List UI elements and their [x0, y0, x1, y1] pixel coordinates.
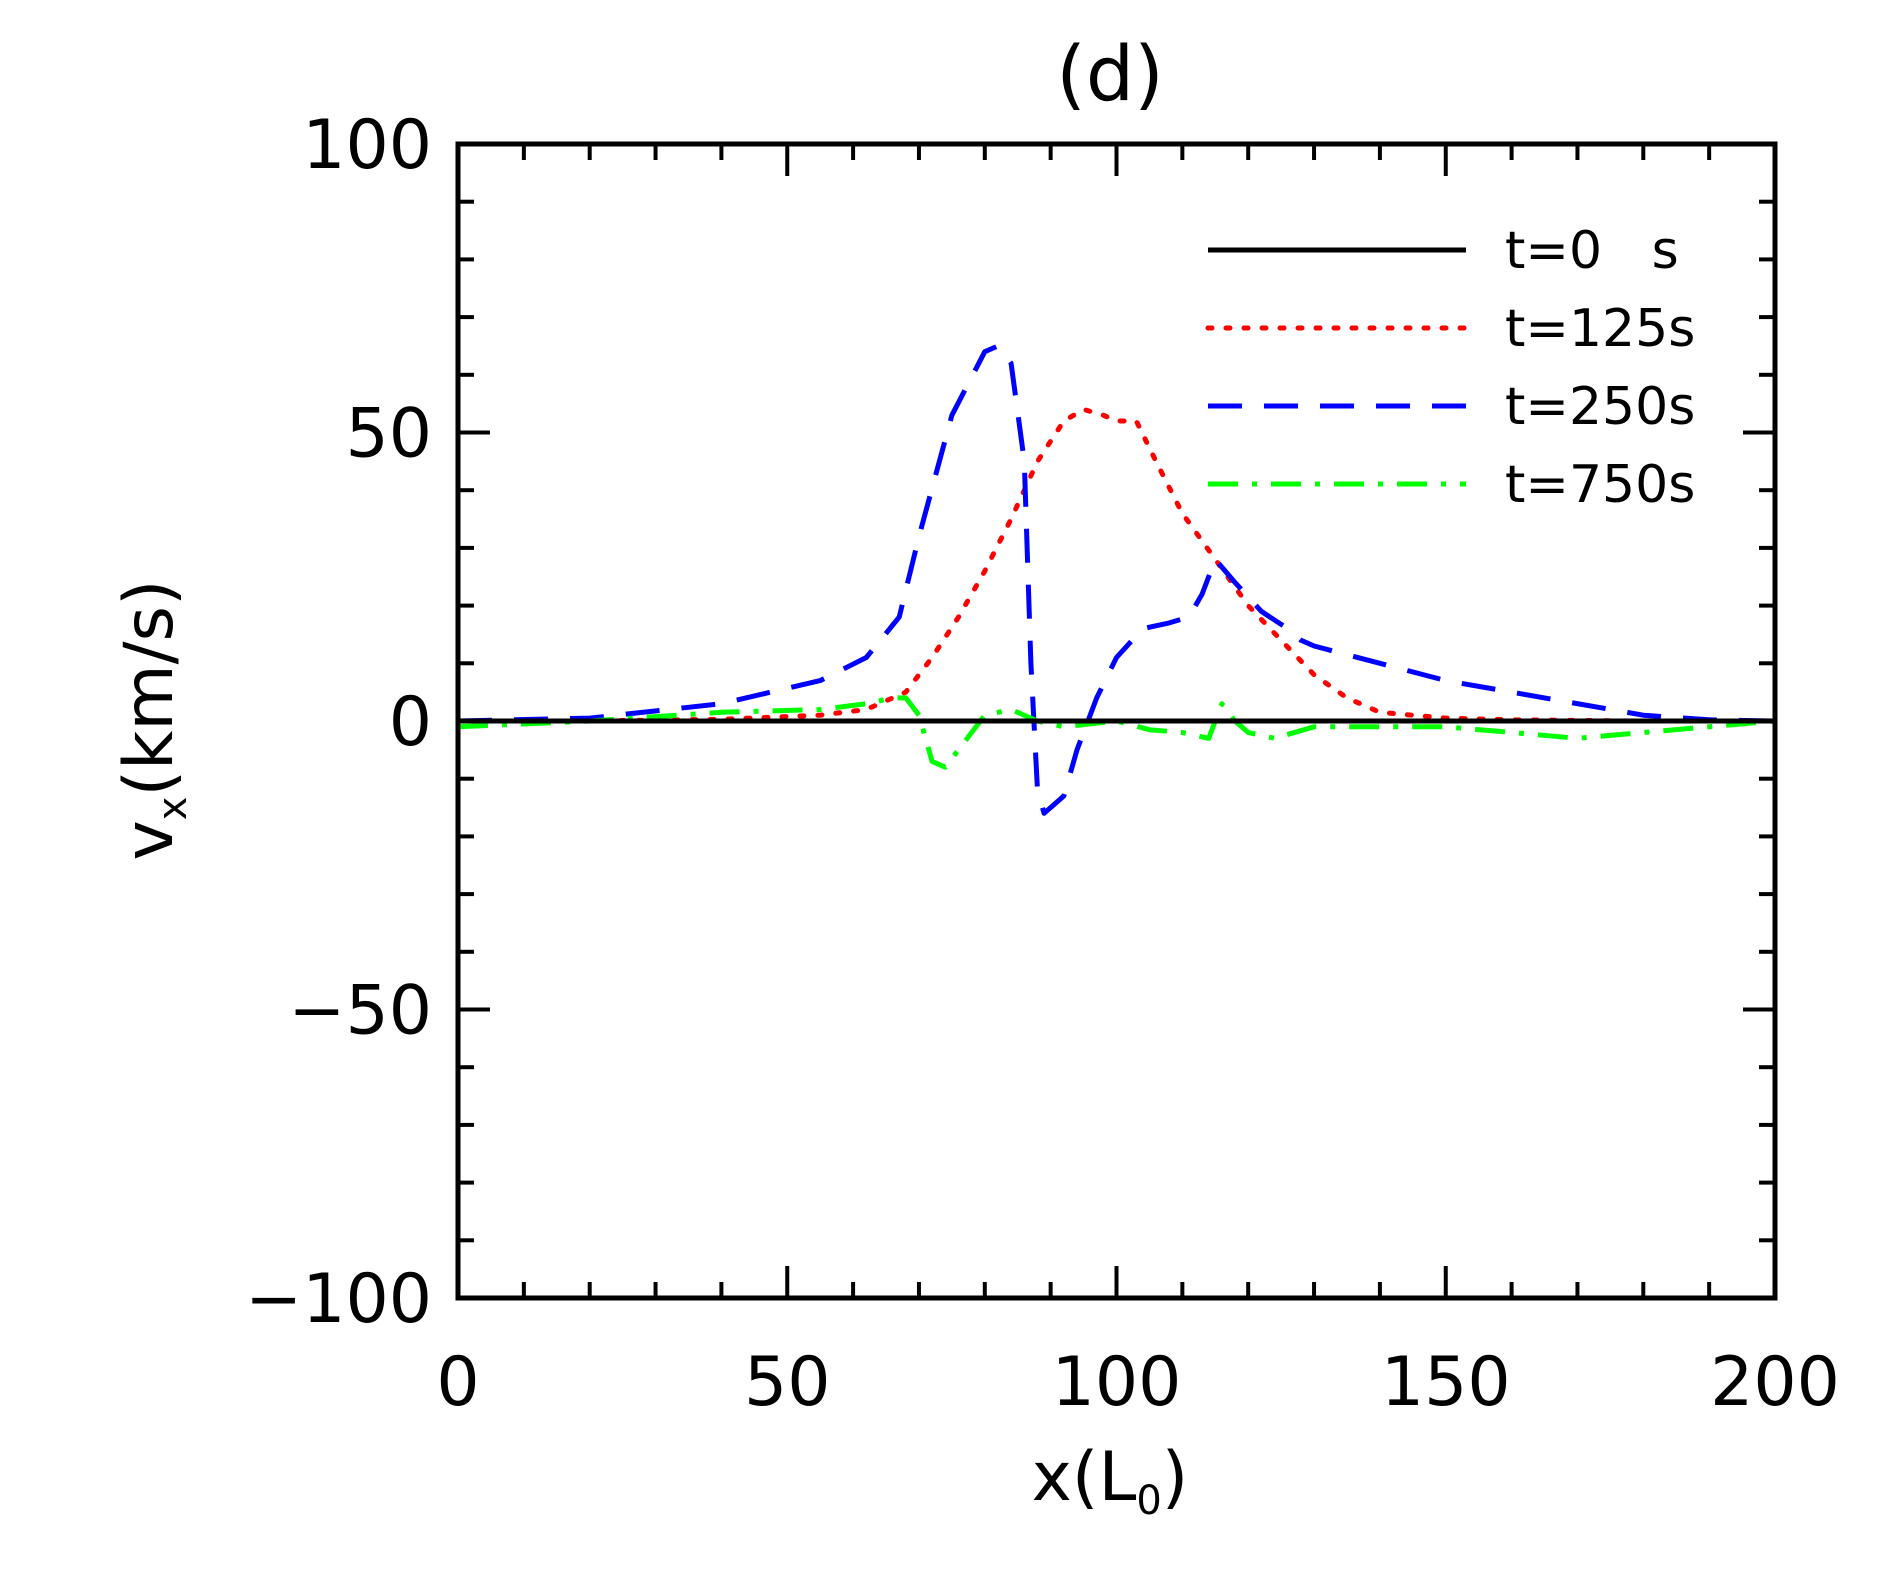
- x-tick-label: 150: [1381, 1343, 1511, 1422]
- legend: t=0 s t=125s t=250s t=750s: [1205, 221, 1695, 515]
- y-axis-label: vx(km/s): [110, 580, 196, 861]
- x-axis-label: x(L0): [1032, 1438, 1189, 1524]
- series-line-1: [455, 406, 1778, 724]
- y-tick-label: −100: [245, 1260, 432, 1339]
- series-line-3: [457, 695, 1776, 770]
- plot-frame: [455, 141, 1778, 1301]
- x-tick-label: 50: [744, 1343, 831, 1422]
- y-tick-labels: −100 −50 0 50 100: [245, 106, 432, 1339]
- series-lines: [455, 343, 1778, 816]
- x-tick-label: 200: [1710, 1343, 1840, 1422]
- x-tick-label: 100: [1052, 1343, 1182, 1422]
- series-line-2: [457, 343, 1776, 816]
- x-tick-labels: 0 50 100 150 200: [436, 1343, 1840, 1422]
- legend-label-0: t=0 s: [1505, 221, 1679, 281]
- legend-label-3: t=750s: [1505, 455, 1695, 515]
- x-tick-label: 0: [436, 1343, 479, 1422]
- y-tick-label: 100: [302, 106, 432, 185]
- y-tick-label: 0: [389, 683, 432, 762]
- legend-label-1: t=125s: [1505, 299, 1695, 359]
- y-tick-label: 50: [345, 395, 432, 474]
- y-tick-label: −50: [288, 972, 432, 1051]
- minor-ticks: [458, 144, 1775, 1298]
- legend-label-2: t=250s: [1505, 377, 1695, 437]
- chart-title: (d): [1056, 29, 1164, 118]
